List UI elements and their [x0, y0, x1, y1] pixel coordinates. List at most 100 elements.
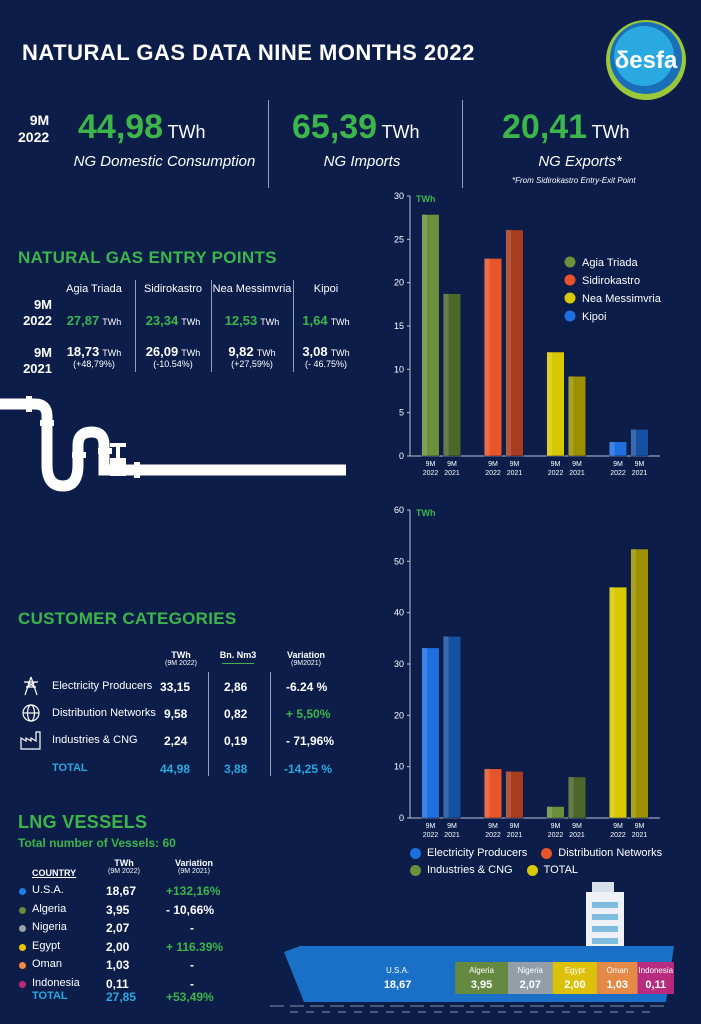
- bar-highlight: [568, 776, 574, 818]
- cc-bnm3: 0,19: [224, 734, 248, 748]
- kpi-exports-unit: TWh: [591, 122, 630, 142]
- kpi-period-label: 9M: [29, 112, 50, 128]
- cargo-value: 2,07: [520, 979, 541, 991]
- y-tick-label: 10: [394, 364, 404, 374]
- bar-label-period: 9M: [551, 461, 561, 468]
- lng-row: Algeria 3,95 - 10,66%: [0, 903, 260, 919]
- cc-var: + 5,50%: [286, 707, 331, 721]
- lng-variation: +132,16%: [166, 884, 221, 898]
- desfa-logo: δesfa: [604, 18, 688, 102]
- legend-item: Electricity Producers: [410, 847, 527, 859]
- bar-label-period: 9M: [613, 461, 623, 468]
- power-pylon-icon: [20, 676, 42, 701]
- bar-label-period: 9M: [572, 823, 582, 830]
- bar-label-period: 9M: [572, 461, 582, 468]
- country-dot: [19, 980, 26, 988]
- lng-variation: - 10,66%: [166, 902, 215, 917]
- legend-dot: [564, 310, 576, 322]
- lng-row: Oman 1,03 -: [0, 958, 260, 974]
- bar: [546, 351, 565, 457]
- y-tick-label: 60: [394, 505, 404, 515]
- page-title: NATURAL GAS DATA NINE MONTHS 2022: [22, 40, 475, 65]
- lng-title: LNG VESSELS: [18, 812, 148, 832]
- cc-total-bnm3: 3,88: [224, 762, 248, 776]
- lng-ship-illustration: U.S.A. 18,67 Algeria 3,95 Nigeria 2,07 Egypt 2,…: [270, 882, 674, 1013]
- legend-label: Nea Messimvria: [582, 293, 662, 305]
- y-tick-label: 0: [399, 813, 404, 823]
- kpi-exports: 20,41 TWh: [502, 108, 630, 147]
- entry-value-2022: 1,64: [302, 313, 328, 328]
- y-tick-label: 5: [399, 408, 404, 418]
- divider: [293, 280, 294, 372]
- cc-var: - 71,96%: [286, 734, 335, 748]
- kpi-domestic-unit: TWh: [167, 122, 206, 142]
- entry-value-2022: 23,34: [145, 313, 179, 328]
- bar: [546, 806, 565, 819]
- bar: [421, 214, 440, 457]
- entry-value-2021: 26,09: [145, 344, 179, 359]
- y-tick-label: 10: [394, 762, 404, 772]
- bar: [421, 647, 440, 819]
- bar-label-year: 2022: [485, 832, 501, 839]
- cargo-value: 3,95: [471, 979, 492, 991]
- entry-value-2021: 9,82: [228, 344, 254, 359]
- cargo-country: Oman: [606, 966, 628, 975]
- cc-total-twh: 44,98: [160, 762, 191, 776]
- country-dot: [19, 943, 26, 951]
- bar-label-period: 9M: [510, 823, 520, 830]
- bar: [484, 768, 502, 819]
- bar: [630, 548, 649, 819]
- cargo-band: [552, 962, 598, 994]
- cargo-band: [507, 962, 553, 994]
- country-dot: [19, 925, 26, 932]
- lng-twh: 2,00: [106, 939, 130, 954]
- cargo-country: Indonesia: [638, 966, 673, 975]
- bar-highlight: [484, 768, 490, 818]
- legend-label: TOTAL: [543, 864, 579, 876]
- lng-row: U.S.A. 18,67 +132,16%: [0, 884, 260, 900]
- bar-label-period: 9M: [447, 823, 457, 830]
- legend-item: TOTAL: [526, 864, 579, 876]
- bar: [568, 376, 586, 457]
- bar: [505, 229, 524, 457]
- cc-bnm3: 2,86: [224, 680, 248, 694]
- bar-highlight: [421, 214, 427, 456]
- legend-item: Industries & CNG: [410, 864, 513, 876]
- entry-change: (-10.54%): [153, 359, 193, 369]
- bar: [568, 776, 586, 819]
- bar-label-period: 9M: [426, 461, 436, 468]
- entry-change: (+48,79%): [73, 359, 115, 369]
- bar: [609, 586, 627, 819]
- row-year: 2021: [23, 361, 52, 376]
- lng-variation: -: [190, 958, 194, 972]
- row-period: 9M: [33, 297, 52, 312]
- header-sub: (9M2021): [291, 660, 321, 667]
- entry-change: (+27,59%): [231, 359, 273, 369]
- bar-label-period: 9M: [613, 823, 623, 830]
- lng-country: U.S.A.: [32, 884, 64, 896]
- bar-label-period: 9M: [426, 823, 436, 830]
- lng-twh: 27,85: [106, 990, 137, 1004]
- kpi-imports-label: NG Imports: [323, 153, 401, 170]
- lng-twh: 18,67: [106, 884, 137, 898]
- water-lines: [270, 1005, 670, 1013]
- lng-row: Indonesia 0,11 -: [0, 977, 260, 993]
- lng-variation: -: [190, 921, 194, 935]
- entry-row-2022-label: 9M 2022: [16, 297, 52, 329]
- customer-categories-chart: TWh 0 10 20 30 40 50 60 9M 2022 9M 2021 9M 2022 9M 2021…: [394, 505, 660, 839]
- entry-unit: TWh: [181, 348, 201, 358]
- lng-subtitle: Total number of Vessels: 60: [18, 836, 176, 850]
- legend-dot: [410, 864, 421, 876]
- bar-label-period: 9M: [635, 461, 645, 468]
- y-axis-label: TWh: [416, 194, 436, 204]
- entry-unit: TWh: [330, 317, 350, 327]
- entry-value-2022: 27,87: [66, 313, 100, 328]
- kpi-footnote: *From Sidirokastro Entry-Exit Point: [512, 176, 636, 185]
- lng-country: Egypt: [32, 939, 61, 952]
- bar-label-year: 2022: [423, 470, 439, 477]
- ship-superstructure: [586, 882, 624, 954]
- bar-label-year: 2021: [632, 470, 648, 477]
- kpi-imports: 65,39 TWh: [292, 108, 420, 147]
- kpi-imports-value: 65,39: [292, 108, 378, 146]
- bar: [443, 636, 461, 819]
